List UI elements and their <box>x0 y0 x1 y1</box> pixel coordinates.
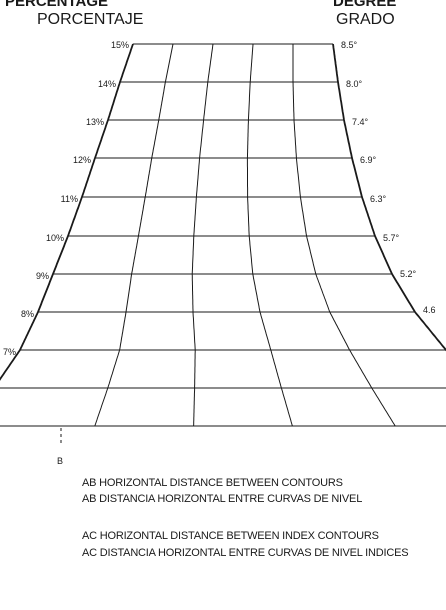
percentage-label: 13% <box>86 117 104 127</box>
division-curve <box>292 44 396 427</box>
percentage-label: 8% <box>21 309 34 319</box>
degree-label: 5.2° <box>400 269 417 279</box>
degree-label: 8.0° <box>346 79 363 89</box>
degree-label: 4.6 <box>423 305 436 315</box>
degree-label: 6.9° <box>360 155 377 165</box>
percentage-title-es: PORCENTAJE <box>37 11 144 28</box>
percentage-label: 14% <box>98 79 116 89</box>
degree-label: 7.4° <box>352 117 369 127</box>
left-boundary-curve <box>0 43 134 381</box>
percentage-label: 9% <box>36 271 49 281</box>
legend-ab-english: AB HORIZONTAL DISTANCE BETWEEN CONTOURS <box>82 477 343 489</box>
division-curve <box>191 43 214 427</box>
percentage-label: 11% <box>61 194 78 204</box>
percentage-label: 15% <box>111 40 129 50</box>
percentage-label: 7% <box>3 347 16 357</box>
percentage-label: 12% <box>73 155 91 165</box>
degree-label: 8.5° <box>341 40 358 50</box>
degree-title-en: DEGREE <box>333 0 397 10</box>
scale-grid <box>0 43 446 446</box>
degree-label: 6.3° <box>370 194 387 204</box>
legend-ac-english: AC HORIZONTAL DISTANCE BETWEEN INDEX CON… <box>82 530 379 542</box>
degree-title-es: GRADO <box>336 11 395 28</box>
percentage-title-en: PERCENTAGE <box>5 0 109 10</box>
point-b-label: B <box>57 456 63 466</box>
division-curve <box>246 43 293 427</box>
division-curve <box>94 43 174 427</box>
right-boundary-curve <box>332 43 446 352</box>
scale-labels: B 15% 14% 13% 12% 11% 10% 9% 8% 7% 8.5° 8.0° 7.4° 6.9… <box>3 40 436 466</box>
legend-ab-spanish: AB DISTANCIA HORIZONTAL ENTRE CURVAS DE … <box>82 493 363 505</box>
percentage-label: 10% <box>46 233 64 243</box>
legend-ac-spanish: AC DISTANCIA HORIZONTAL ENTRE CURVAS DE … <box>82 547 409 559</box>
degree-label: 5.7° <box>383 233 400 243</box>
